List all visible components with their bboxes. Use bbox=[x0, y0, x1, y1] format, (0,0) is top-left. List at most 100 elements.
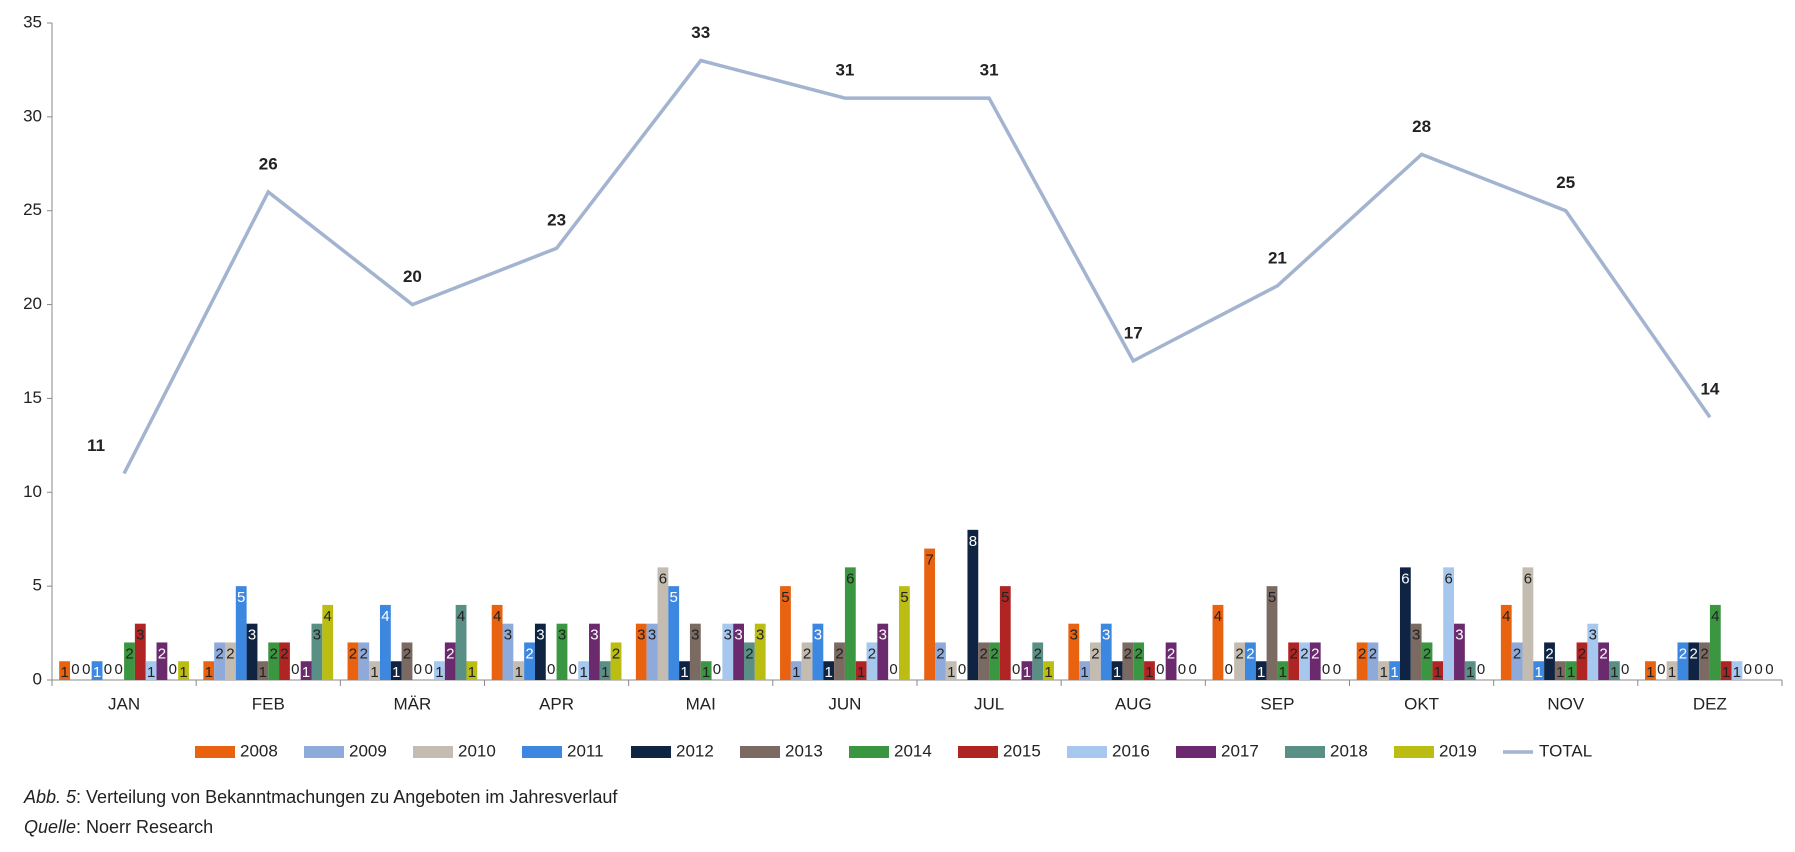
data-label: 5 bbox=[900, 589, 908, 606]
bar bbox=[978, 642, 990, 680]
line-label: 31 bbox=[980, 61, 999, 80]
data-label: 1 bbox=[1023, 664, 1031, 681]
data-label: 2 bbox=[1167, 645, 1175, 662]
bar bbox=[279, 642, 290, 680]
data-label: 1 bbox=[1535, 664, 1543, 681]
legend-label: 2019 bbox=[1439, 741, 1477, 760]
line-label: 25 bbox=[1556, 173, 1575, 192]
line-label: 17 bbox=[1124, 323, 1143, 342]
data-label: 1 bbox=[179, 664, 187, 681]
data-label: 3 bbox=[504, 627, 512, 644]
x-tick-label: OKT bbox=[1404, 694, 1439, 713]
bar bbox=[1356, 642, 1368, 680]
bar bbox=[657, 567, 669, 680]
data-label: 5 bbox=[1268, 589, 1276, 606]
bar bbox=[358, 642, 370, 680]
bar bbox=[390, 661, 402, 680]
data-label: 2 bbox=[745, 645, 753, 662]
x-tick-label: DEZ bbox=[1693, 694, 1727, 713]
bar bbox=[1144, 661, 1155, 680]
data-label: 6 bbox=[659, 570, 667, 587]
bar bbox=[214, 642, 225, 680]
data-label: 1 bbox=[1380, 664, 1388, 681]
data-label: 5 bbox=[781, 589, 789, 606]
data-label: 1 bbox=[1466, 664, 1474, 681]
data-label: 1 bbox=[1390, 664, 1398, 681]
legend-swatch bbox=[849, 746, 889, 758]
bar bbox=[700, 661, 712, 680]
line-label: 28 bbox=[1412, 117, 1431, 136]
y-tick-label: 30 bbox=[23, 106, 42, 125]
bar bbox=[1609, 661, 1620, 680]
bar bbox=[999, 586, 1011, 680]
data-label: 2 bbox=[990, 645, 998, 662]
data-label: 4 bbox=[381, 608, 389, 625]
data-label: 5 bbox=[237, 589, 245, 606]
bar bbox=[513, 661, 525, 680]
legend-label: 2018 bbox=[1330, 741, 1368, 760]
bar bbox=[203, 661, 215, 680]
bar bbox=[689, 623, 701, 680]
bar bbox=[145, 661, 157, 680]
data-label: 1 bbox=[370, 664, 378, 681]
bar bbox=[1443, 567, 1455, 680]
line-label: 26 bbox=[259, 154, 278, 173]
bar bbox=[1454, 623, 1465, 680]
bar bbox=[1720, 661, 1732, 680]
data-label: 5 bbox=[1001, 589, 1009, 606]
bar bbox=[1165, 642, 1177, 680]
caption-label: Abb. 5 bbox=[23, 787, 77, 807]
bar bbox=[1277, 661, 1289, 680]
legend-swatch bbox=[1176, 746, 1216, 758]
x-tick-label: APR bbox=[539, 694, 574, 713]
legend-label: 2011 bbox=[567, 741, 604, 760]
bar bbox=[1565, 661, 1577, 680]
bar bbox=[1100, 623, 1112, 680]
bar bbox=[1432, 661, 1444, 680]
bar bbox=[754, 623, 766, 680]
bar bbox=[1122, 642, 1134, 680]
data-label: 1 bbox=[1556, 664, 1564, 681]
bar bbox=[1389, 661, 1400, 680]
bar bbox=[556, 623, 568, 680]
y-tick-label: 20 bbox=[23, 294, 42, 313]
bar bbox=[646, 623, 658, 680]
bar bbox=[1544, 642, 1555, 680]
bar bbox=[1244, 642, 1256, 680]
bar bbox=[257, 661, 269, 680]
line-label: 33 bbox=[691, 23, 710, 42]
bar bbox=[1666, 661, 1678, 680]
bar bbox=[599, 661, 611, 680]
data-label: 1 bbox=[1044, 664, 1052, 681]
line-label: 14 bbox=[1700, 380, 1719, 399]
legend-label: 2012 bbox=[676, 741, 714, 760]
bar bbox=[1709, 604, 1721, 680]
data-label: 6 bbox=[1401, 570, 1409, 587]
data-label: 1 bbox=[468, 664, 476, 681]
data-label: 2 bbox=[1599, 645, 1607, 662]
bar bbox=[1587, 623, 1599, 680]
data-label: 2 bbox=[1300, 645, 1308, 662]
data-label: 1 bbox=[60, 664, 68, 681]
data-label: 4 bbox=[324, 608, 332, 625]
data-label: 1 bbox=[147, 664, 155, 681]
data-label: 2 bbox=[1545, 645, 1553, 662]
data-label: 1 bbox=[1646, 664, 1654, 681]
bar bbox=[1677, 642, 1689, 680]
data-label: 0 bbox=[1189, 661, 1197, 678]
data-label: 1 bbox=[1567, 664, 1575, 681]
data-label: 1 bbox=[302, 664, 310, 681]
data-label: 1 bbox=[1080, 664, 1088, 681]
x-tick-label: MAI bbox=[686, 694, 716, 713]
bar bbox=[1032, 642, 1044, 680]
data-label: 1 bbox=[1733, 664, 1741, 681]
data-label: 0 bbox=[569, 661, 577, 678]
bar bbox=[1533, 661, 1545, 680]
bar bbox=[225, 642, 236, 680]
bar bbox=[322, 604, 334, 680]
bar bbox=[812, 623, 824, 680]
data-label: 3 bbox=[1102, 627, 1110, 644]
data-label: 0 bbox=[1744, 661, 1752, 678]
data-label: 1 bbox=[857, 664, 865, 681]
legend-swatch bbox=[1067, 746, 1107, 758]
